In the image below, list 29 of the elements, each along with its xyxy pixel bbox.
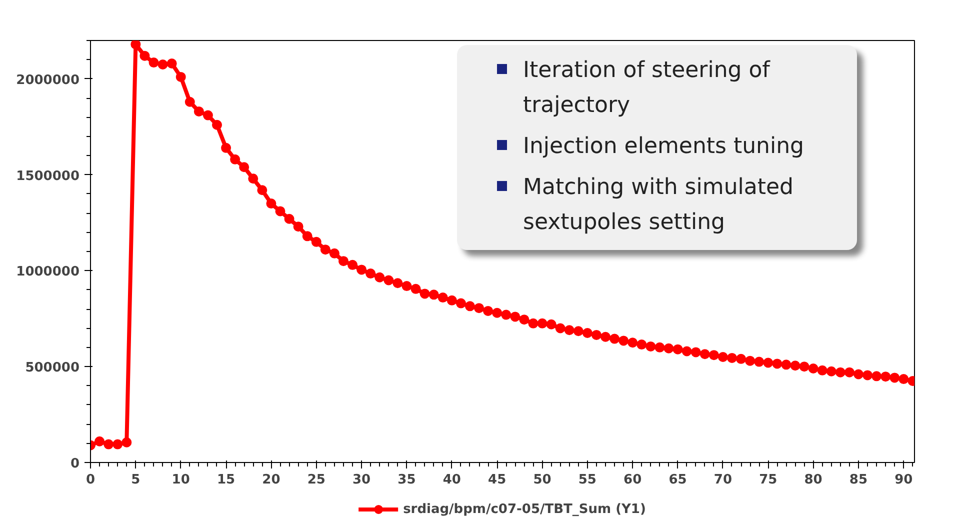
x-tick-label: 75 bbox=[759, 472, 778, 488]
x-tick-label: 55 bbox=[578, 472, 596, 488]
annotation: Iteration of steering of trajectory bbox=[523, 57, 772, 120]
y-tick-label: 0 bbox=[70, 456, 80, 472]
x-tick-label: 5 bbox=[131, 472, 140, 488]
x-tick-label: 30 bbox=[352, 472, 371, 488]
x-tick-label: 65 bbox=[668, 472, 687, 488]
y-tick-label: 2000000 bbox=[16, 72, 80, 88]
x-tick-label: 0 bbox=[86, 472, 96, 488]
x-tick-label: 90 bbox=[894, 472, 913, 488]
x-tick-label: 45 bbox=[488, 472, 506, 488]
annotation: Matching with simulated sextupoles setting bbox=[523, 174, 794, 237]
legend-label: srdiag/bpm/c07-05/TBT_Sum (Y1) bbox=[403, 502, 646, 516]
callout-box: Iteration of steering of trajectory Injection elements tuning Matching with simulated sextupoles setting bbox=[457, 45, 857, 250]
x-tick-label: 25 bbox=[307, 472, 326, 488]
x-tick-label: 80 bbox=[804, 472, 822, 488]
x-tick-label: 50 bbox=[533, 472, 552, 488]
x-tick-label: 40 bbox=[442, 472, 461, 488]
x-tick-label: 15 bbox=[216, 472, 236, 488]
y-tick-label: 1500000 bbox=[16, 168, 80, 184]
annotation: Injection elements tuning bbox=[523, 133, 804, 161]
y-tick-label: 1000000 bbox=[16, 264, 80, 280]
x-tick-label: 85 bbox=[849, 472, 868, 488]
x-tick-label: 60 bbox=[624, 472, 642, 488]
x-tick-label: 35 bbox=[398, 472, 416, 488]
y-tick-label: 500000 bbox=[25, 360, 80, 376]
x-tick-label: 10 bbox=[172, 472, 190, 488]
x-tick-label: 70 bbox=[714, 472, 732, 488]
x-tick-label: 20 bbox=[262, 472, 280, 488]
